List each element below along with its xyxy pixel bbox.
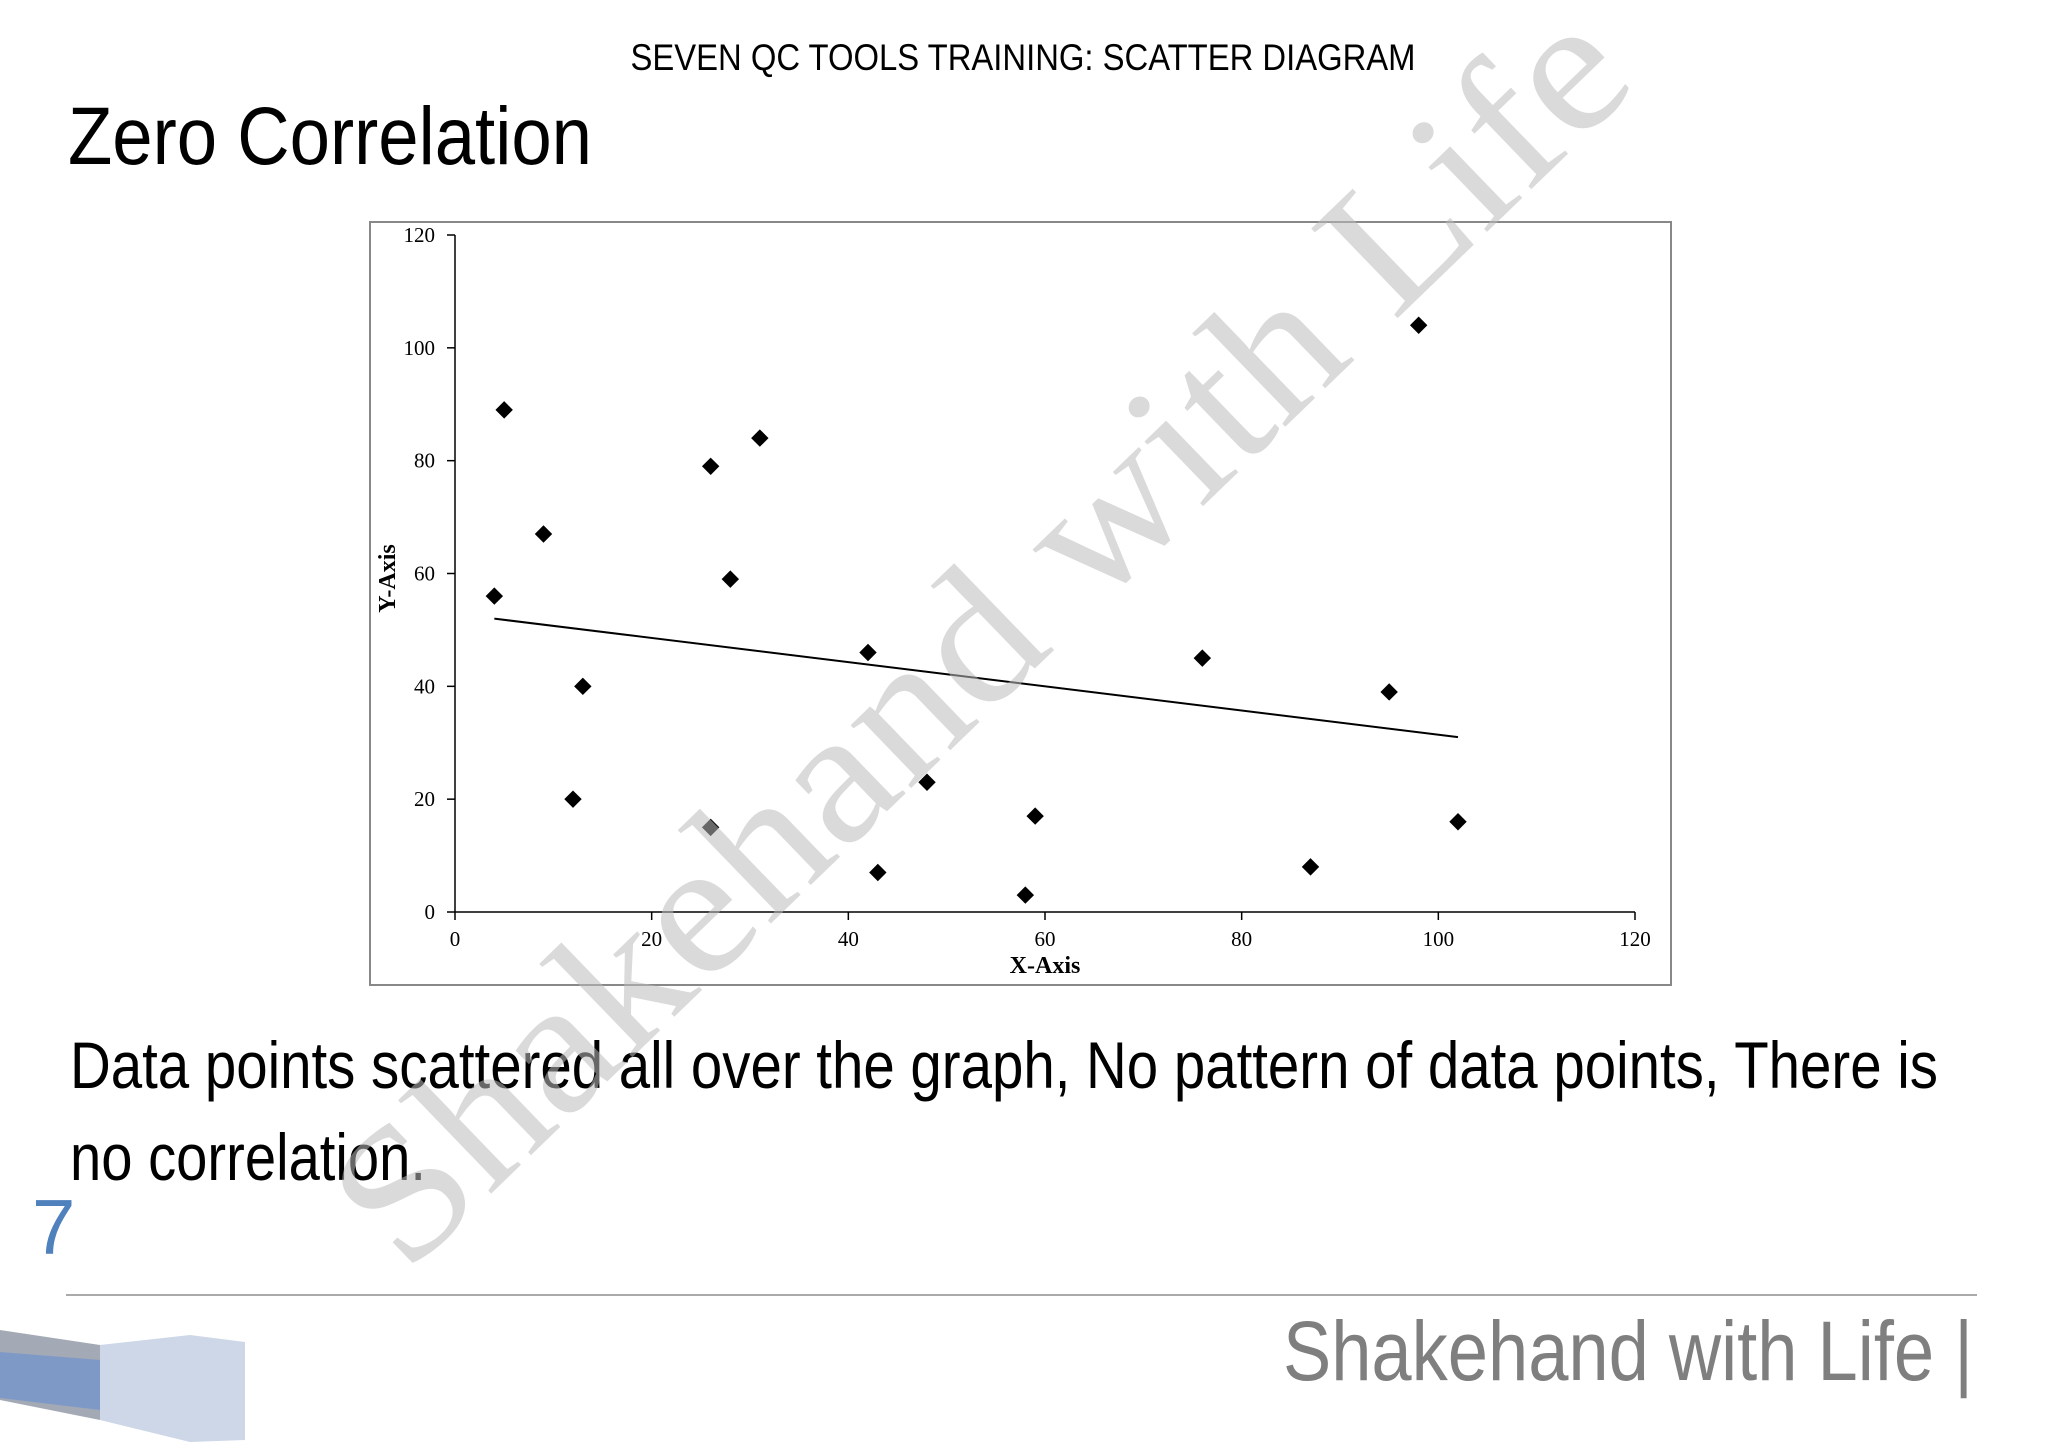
- y-axis-label: Y-Axis: [375, 544, 401, 612]
- x-tick-label: 20: [641, 927, 662, 951]
- point: [1301, 858, 1320, 876]
- slide-title: Zero Correlation: [68, 91, 592, 182]
- point: [564, 790, 582, 808]
- x-axis-label: X-Axis: [1010, 953, 1081, 979]
- point: [1380, 683, 1398, 701]
- x-tick-label: 100: [1423, 927, 1455, 951]
- point: [918, 773, 936, 791]
- point: [701, 818, 720, 837]
- point: [751, 429, 769, 447]
- body-text: no correlation.: [70, 1120, 426, 1194]
- x-tick-label: 80: [1231, 927, 1252, 951]
- point: [495, 401, 513, 419]
- x-tick-label: 0: [450, 927, 461, 951]
- y-tick-label: 20: [414, 787, 435, 811]
- body-text: Data points scattered all over the graph…: [70, 1028, 1938, 1102]
- point: [1449, 813, 1467, 831]
- trendline: [494, 617, 1459, 739]
- point: [1193, 649, 1212, 667]
- y-tick-label: 120: [404, 223, 436, 247]
- point: [1026, 807, 1044, 825]
- plot: 0 20 40 60 80 100 120 0 20 40 60 80 100 120 X-Axis Y-Ax…: [375, 223, 1651, 979]
- point: [534, 525, 553, 543]
- y-tick-label: 0: [425, 900, 436, 924]
- point: [721, 570, 740, 588]
- x-tick-label: 120: [1619, 927, 1651, 951]
- header: SEVEN QC TOOLS TRAINING: SCATTER DIAGRAM: [631, 37, 1416, 78]
- point: [574, 677, 592, 696]
- y-tick-label: 80: [414, 449, 435, 473]
- x-tick-label: 40: [838, 927, 859, 951]
- point: [1409, 316, 1428, 334]
- point: [701, 457, 720, 476]
- point: [869, 863, 887, 882]
- point: [485, 587, 504, 605]
- footer: Shakehand with Life |: [1283, 1304, 1973, 1398]
- y-tick-label: 100: [404, 336, 436, 360]
- decoration: [0, 1352, 100, 1410]
- point: [859, 643, 877, 662]
- page-number: 7: [32, 1183, 75, 1271]
- point: [1016, 886, 1035, 904]
- y-tick-label: 60: [414, 562, 435, 586]
- decoration: [100, 1335, 245, 1442]
- x-tick-label: 60: [1035, 927, 1056, 951]
- y-tick-label: 40: [414, 674, 435, 698]
- chart-frame: [369, 221, 1672, 986]
